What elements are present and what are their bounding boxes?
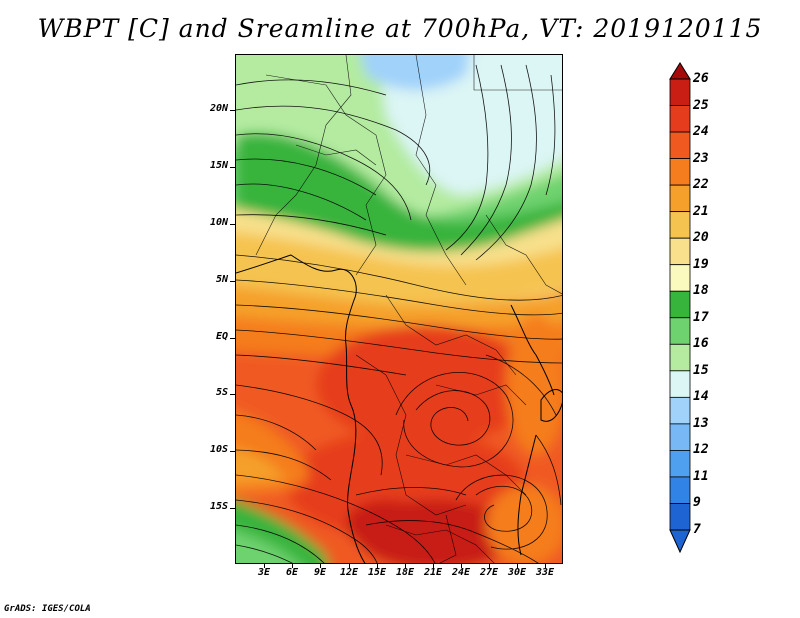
colorbar-label: 21 [693,203,709,219]
lon-label-21e: 21E [423,567,443,578]
lon-tick [377,564,378,568]
lon-tick [433,564,434,568]
lon-label-9e: 9E [313,567,327,578]
colorbar-segment [669,503,691,531]
lat-label-5s: 5S [215,387,228,398]
lat-label-eq: EQ [215,331,228,342]
lon-tick [320,564,321,568]
chart-title: WBPT [C] and Sreamline at 700hPa, VT: 20… [37,14,763,43]
colorbar-label: 12 [693,442,709,458]
map-graphic [236,55,562,563]
lat-tick [230,394,235,395]
colorbar-label: 9 [693,495,701,511]
credit-text: GrADS: IGES/COLA [4,604,91,614]
colorbar-segment [669,476,691,504]
lat-tick [230,338,235,339]
lat-label-5n: 5N [215,274,228,285]
colorbar-segment [669,184,691,213]
colorbar-segment [669,78,691,106]
lon-tick [264,564,265,568]
lon-tick [461,564,462,568]
colorbar-bottom-arrow [669,529,691,554]
colorbar-label: 22 [693,177,709,193]
colorbar-label: 7 [693,522,701,537]
lat-label-15s: 15S [209,501,228,512]
lon-label-27e: 27E [479,567,499,578]
colorbar-label: 24 [693,124,709,140]
colorbar-segment [669,105,691,133]
lon-label-24e: 24E [451,567,471,578]
colorbar-segment [669,211,691,239]
lat-tick [230,110,235,111]
colorbar-segment [669,396,691,425]
colorbar-segment [669,237,691,266]
colorbar-label: 17 [693,309,709,325]
lon-label-3e: 3E [257,567,271,578]
lon-label-30e: 30E [507,567,527,578]
colorbar-segment [669,370,691,398]
lat-label-10s: 10S [209,444,228,455]
lat-tick [230,508,235,509]
colorbar-label: 23 [693,150,709,166]
colorbar-label: 26 [693,71,709,86]
lon-label-15e: 15E [367,567,387,578]
lon-tick [517,564,518,568]
lon-label-12e: 12E [339,567,359,578]
lat-tick [230,224,235,225]
weather-map [235,54,563,564]
colorbar-top-arrow [669,62,691,80]
lon-tick [349,564,350,568]
temperature-field [236,55,562,563]
lat-label-20n: 20N [209,103,228,114]
lon-tick [292,564,293,568]
lon-label-6e: 6E [285,567,299,578]
lon-tick [405,564,406,568]
lon-tick [545,564,546,568]
colorbar-label: 25 [693,97,709,113]
lat-label-10n: 10N [209,217,228,228]
colorbar-segment [669,343,691,372]
colorbar-label: 14 [693,389,709,405]
colorbar-segment [669,290,691,319]
colorbar-segments [669,78,691,531]
colorbar-segment [669,423,691,451]
coastlines [236,254,562,563]
streamlines [236,64,562,563]
colorbar-segment [669,158,691,186]
lon-label-18e: 18E [395,567,415,578]
colorbar-label: 11 [693,468,709,484]
lat-tick [230,451,235,452]
lon-label-33e: 33E [535,567,555,578]
colorbar-segment [669,131,691,159]
lat-tick [230,167,235,168]
colorbar-segment [669,317,691,345]
lat-tick [230,281,235,282]
colorbar-label: 16 [693,336,709,352]
colorbar-segment [669,264,691,292]
colorbar-label: 18 [693,283,709,299]
colorbar-label: 19 [693,256,709,272]
colorbar-label: 15 [693,362,709,378]
colorbar-label: 20 [693,230,709,246]
lat-label-15n: 15N [209,160,228,171]
lon-tick [489,564,490,568]
colorbar-segment [669,450,691,478]
colorbar-label: 13 [693,415,709,431]
